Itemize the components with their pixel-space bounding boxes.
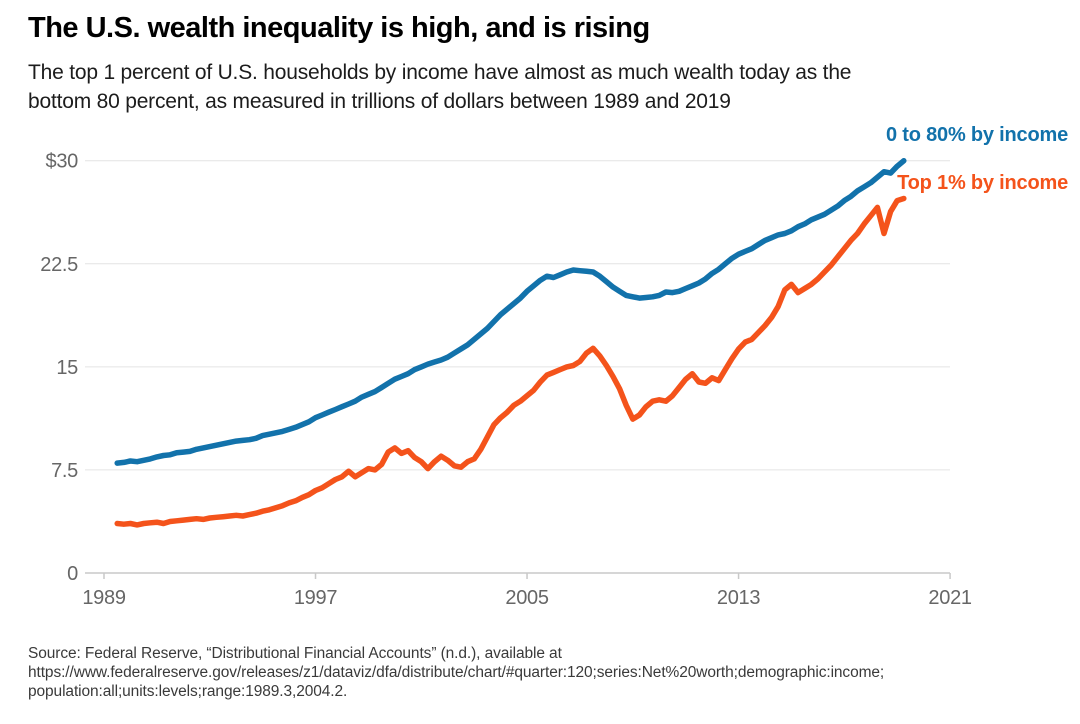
source-note: Source: Federal Reserve, “Distributional…: [28, 644, 884, 701]
legend-item-top-1: Top 1% by income: [897, 172, 1068, 194]
y-tick-label-7.5: 7.5: [51, 460, 78, 482]
x-tick-label-1997: 1997: [294, 587, 337, 609]
x-tick-label-2021: 2021: [928, 587, 971, 609]
y-tick-label-30: $30: [46, 151, 79, 173]
chart-subtitle: The top 1 percent of U.S. households by …: [28, 58, 851, 116]
series-line-bottom-80: [114, 157, 907, 466]
y-tick-label-15: 15: [56, 357, 78, 379]
source-line-2: https://www.federalreserve.gov/releases/…: [28, 664, 885, 681]
x-tick-label-2005: 2005: [505, 587, 548, 609]
x-tick-label-2013: 2013: [717, 587, 760, 609]
y-tick-label-0: 0: [67, 563, 78, 585]
source-line-1: Source: Federal Reserve, “Distributional…: [28, 645, 562, 662]
series-line-top-1: [114, 195, 907, 528]
page-title: The U.S. wealth inequality is high, and …: [28, 12, 650, 44]
legend-item-0-to-80: 0 to 80% by income: [885, 124, 1068, 146]
chart-subtitle-line1: The top 1 percent of U.S. households by …: [28, 61, 852, 84]
chart-subtitle-line2: bottom 80 percent, as measured in trilli…: [28, 90, 731, 113]
source-line-3: population:all;units:levels;range:1989.3…: [28, 683, 348, 700]
x-tick-label-1989: 1989: [82, 587, 125, 609]
y-tick-label-22.5: 22.5: [40, 254, 78, 276]
